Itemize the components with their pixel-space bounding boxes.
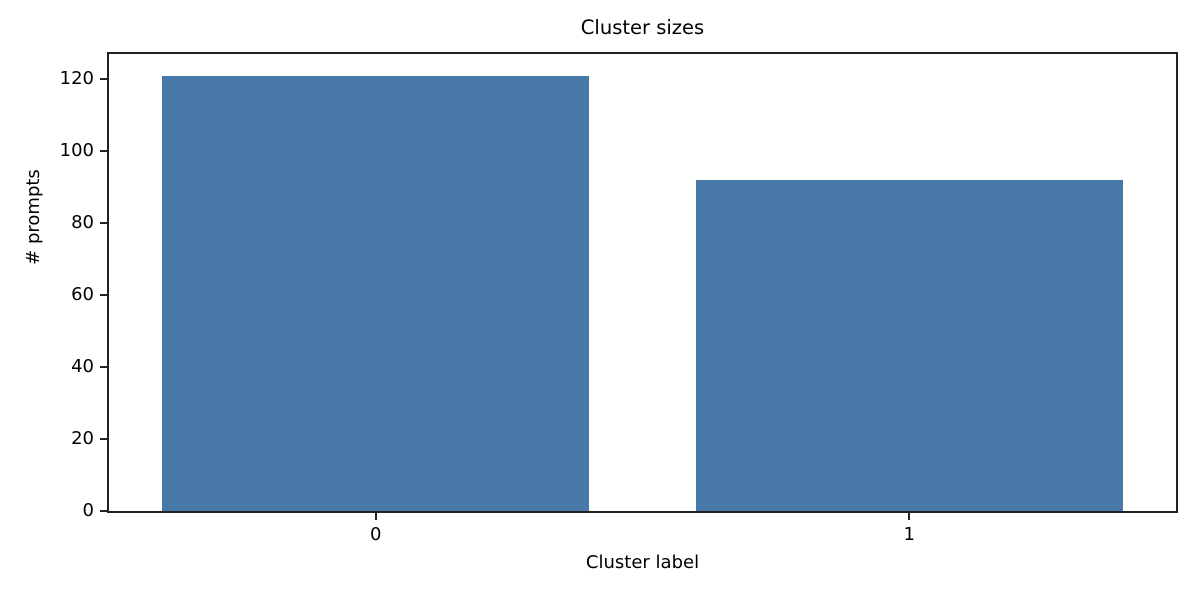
- y-tick-mark: [100, 222, 107, 225]
- y-tick-label: 60: [71, 284, 94, 306]
- y-tick-label: 40: [71, 356, 94, 378]
- plot-area: [109, 54, 1176, 511]
- bar-cluster-1: [695, 179, 1123, 511]
- y-tick-label: 120: [59, 68, 94, 90]
- y-tick-mark: [100, 150, 107, 153]
- x-tick-label: 1: [903, 524, 915, 545]
- y-tick-mark: [100, 365, 107, 369]
- y-tick-mark: [100, 78, 107, 81]
- y-tick-label: 20: [71, 428, 94, 450]
- y-axis-ticks: 0 20 40 60 80 100 120: [0, 52, 107, 521]
- x-tick-mark: [908, 513, 911, 520]
- x-tick-label: 0: [370, 524, 382, 545]
- x-tick-mark: [374, 513, 377, 520]
- y-tick-mark: [100, 294, 107, 297]
- chart-title: Cluster sizes: [580, 16, 705, 39]
- x-axis-label: Cluster label: [585, 552, 700, 573]
- y-tick-label: 100: [59, 140, 94, 162]
- bar-cluster-0: [162, 75, 590, 511]
- y-tick-mark: [100, 437, 107, 441]
- plot-axes: [107, 52, 1178, 513]
- y-tick-label: 0: [82, 500, 94, 521]
- y-tick-mark: [100, 509, 107, 513]
- y-tick-label: 80: [71, 212, 94, 234]
